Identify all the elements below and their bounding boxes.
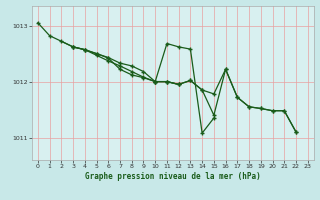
X-axis label: Graphe pression niveau de la mer (hPa): Graphe pression niveau de la mer (hPa) [85, 172, 261, 181]
